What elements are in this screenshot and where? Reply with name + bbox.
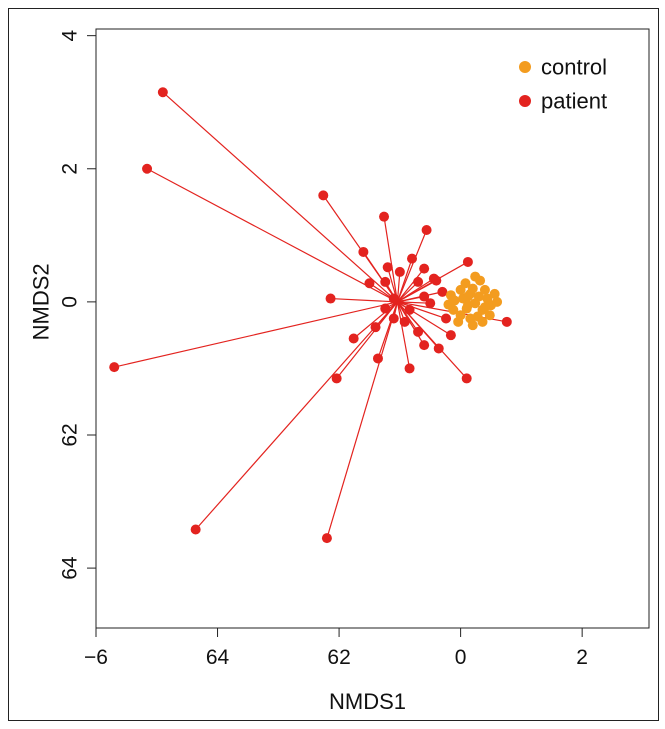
control-point-29 — [479, 302, 490, 313]
patient-point-9 — [404, 363, 415, 374]
patient-point-35 — [431, 275, 442, 286]
x-axis-title: NMDS1 — [329, 689, 406, 714]
patient-point-17 — [419, 263, 430, 274]
y-tick-label-0: 4 — [59, 29, 82, 41]
spider-line-31 — [397, 301, 431, 304]
patient-point-32 — [441, 313, 452, 324]
spider-line-23 — [375, 301, 398, 328]
control-point-27 — [477, 316, 488, 327]
nmds-scatter-chart: −6 64 62 0 2 4 2 0 62 64 NMDS1 NMDS2 control pat… — [29, 28, 650, 714]
patient-point-34 — [399, 316, 410, 327]
y-tick-label-3: 62 — [59, 423, 82, 446]
chart-frame: −6 64 62 0 2 4 2 0 62 64 NMDS1 NMDS2 control pat… — [8, 8, 659, 721]
patient-point-28 — [404, 304, 415, 315]
spider-line-24 — [396, 301, 440, 349]
legend-marker-control — [519, 61, 531, 73]
patient-point-25 — [413, 326, 424, 337]
control-point-14 — [479, 284, 490, 295]
patient-point-26 — [437, 286, 448, 297]
spider-line-4 — [195, 301, 398, 530]
spider-line-5 — [326, 301, 398, 539]
patient-point-31 — [425, 298, 436, 309]
patient-point-27 — [419, 291, 430, 302]
patient-point-14 — [382, 262, 393, 273]
patient-point-4 — [190, 524, 201, 535]
spider-line-13 — [330, 297, 398, 303]
spider-line-3 — [114, 301, 398, 368]
x-tick-label-4: 2 — [576, 646, 588, 669]
control-point-11 — [445, 290, 456, 301]
patient-point-11 — [501, 316, 512, 327]
patient-point-12 — [348, 333, 359, 344]
y-axis: 4 2 0 62 64 — [59, 29, 97, 580]
legend-label-control: control — [541, 55, 607, 80]
patient-point-3 — [109, 362, 120, 373]
control-point-4 — [473, 291, 484, 302]
spider-line-8 — [377, 301, 398, 359]
spider-line-7 — [383, 216, 399, 302]
patient-point-15 — [407, 253, 417, 264]
legend: control patient — [519, 55, 607, 114]
legend-marker-patient — [519, 95, 531, 107]
patient-point-7 — [379, 211, 390, 222]
spider-line-6 — [336, 301, 398, 379]
control-point-28 — [462, 291, 473, 302]
patient-point-5 — [321, 533, 332, 544]
data-points — [109, 87, 512, 544]
y-axis-title: NMDS2 — [29, 263, 54, 340]
patient-point-37 — [445, 330, 456, 341]
patient-point-39 — [388, 313, 399, 324]
control-point-21 — [484, 310, 495, 321]
control-point-18 — [462, 300, 473, 311]
control-point-26 — [443, 299, 454, 310]
patient-point-21 — [364, 278, 375, 289]
x-tick-label-1: 64 — [206, 646, 230, 669]
spider-line-38 — [396, 301, 425, 346]
spider-line-32 — [397, 301, 447, 320]
patient-point-1 — [142, 163, 153, 174]
spider-line-17 — [396, 268, 425, 303]
patient-point-38 — [419, 340, 430, 351]
patient-point-23 — [370, 322, 381, 333]
spider-line-9 — [396, 301, 411, 369]
patient-point-20 — [394, 266, 405, 277]
control-point-15 — [453, 316, 464, 327]
control-point-22 — [470, 271, 481, 282]
legend-label-patient: patient — [541, 89, 607, 114]
control-point-25 — [492, 296, 503, 307]
patient-point-33 — [413, 276, 424, 287]
patient-point-36 — [380, 303, 391, 314]
y-tick-label-2: 0 — [59, 296, 82, 308]
control-point-23 — [455, 284, 466, 295]
spider-line-35 — [397, 280, 437, 303]
patient-point-30 — [380, 276, 391, 287]
spider-line-16 — [396, 229, 428, 303]
patient-point-0 — [157, 87, 168, 98]
control-point-24 — [465, 313, 476, 324]
patient-point-8 — [372, 353, 383, 364]
patient-point-29 — [358, 246, 369, 257]
y-tick-label-1: 2 — [59, 163, 82, 175]
patient-point-13 — [325, 293, 336, 304]
patient-point-2 — [318, 190, 329, 201]
x-tick-label-0: −6 — [84, 646, 108, 669]
patient-point-24 — [433, 343, 444, 354]
patient-point-16 — [421, 224, 432, 235]
patient-point-19 — [462, 256, 473, 267]
x-tick-label-2: 62 — [327, 646, 350, 669]
spider-line-0 — [162, 91, 398, 303]
x-tick-label-3: 0 — [455, 646, 467, 669]
x-axis: −6 64 62 0 2 — [84, 627, 588, 669]
patient-point-10 — [461, 373, 472, 384]
spider-line-1 — [146, 168, 398, 303]
patient-point-6 — [331, 373, 342, 384]
control-point-17 — [489, 288, 500, 299]
y-tick-label-4: 64 — [59, 556, 82, 580]
control-point-7 — [467, 283, 478, 294]
patient-point-22 — [388, 293, 399, 304]
